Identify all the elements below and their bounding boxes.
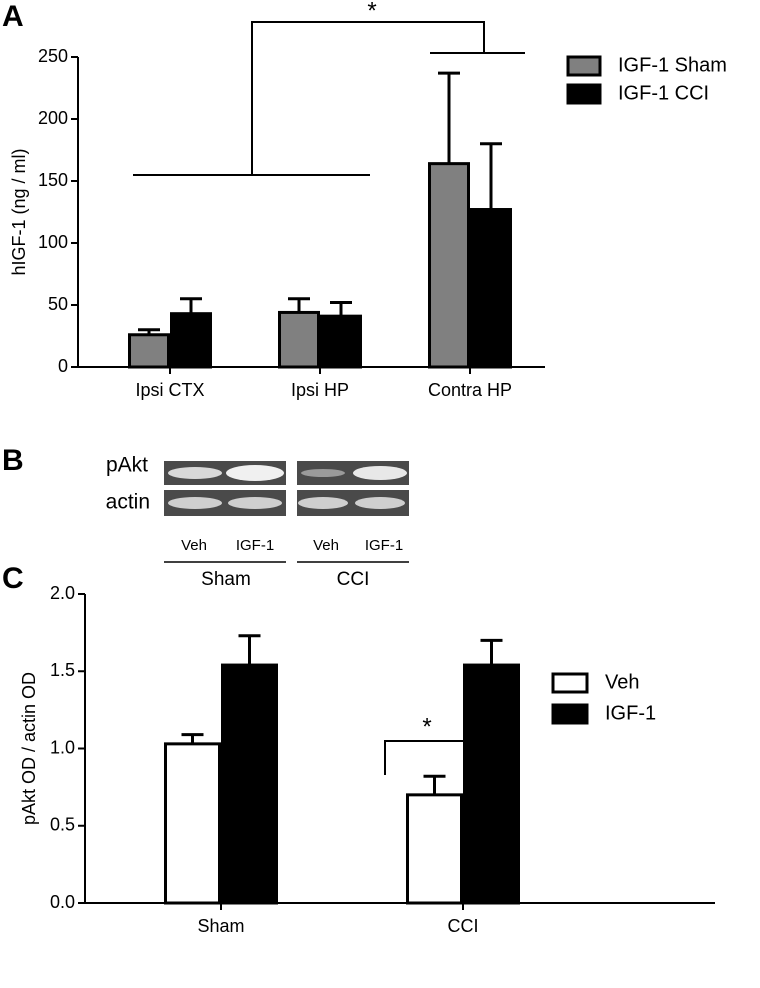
panel-label: B	[2, 444, 24, 477]
bar	[470, 208, 512, 369]
error-bar	[330, 301, 352, 317]
legend-swatch	[566, 83, 602, 105]
x-tick-label: Ipsi CTX	[135, 380, 204, 400]
y-tick-label: 50	[48, 294, 68, 314]
y-tick-label: 2.0	[50, 583, 75, 603]
bar	[463, 663, 520, 905]
legend-swatch	[551, 703, 589, 725]
y-axis-title: pAkt OD / actin OD	[19, 672, 39, 825]
lane-label: IGF-1	[236, 537, 274, 554]
x-tick-label: Contra HP	[428, 380, 512, 400]
panel-label: A	[2, 0, 24, 33]
y-tick-label: 200	[38, 108, 68, 128]
y-tick-label: 0.0	[50, 892, 75, 912]
error-bar	[180, 297, 202, 314]
x-tick-label: Ipsi HP	[291, 380, 349, 400]
y-tick-label: 100	[38, 232, 68, 252]
sig-bracket	[133, 21, 525, 176]
y-tick-label: 150	[38, 170, 68, 190]
bar	[170, 312, 212, 369]
legend-swatch	[566, 55, 602, 77]
legend-label: IGF-1	[605, 702, 656, 724]
legend-swatch	[551, 672, 589, 694]
legend-label: Veh	[605, 671, 639, 693]
group-label: CCI	[337, 569, 370, 590]
blot-row-label: actin	[106, 491, 150, 514]
blot-row-label: pAkt	[106, 454, 148, 477]
lane-label: Veh	[181, 537, 207, 554]
error-bar	[480, 142, 502, 210]
sig-bracket	[384, 740, 466, 775]
lane-label: Veh	[313, 537, 339, 554]
error-bar	[423, 774, 446, 795]
y-tick-label: 0	[58, 356, 68, 376]
bar	[128, 333, 170, 369]
y-tick-label: 250	[38, 46, 68, 66]
error-bar	[181, 733, 204, 744]
lane-label: IGF-1	[365, 537, 403, 554]
error-bar	[480, 638, 503, 666]
bar	[221, 663, 278, 905]
x-tick-label: Sham	[197, 916, 244, 936]
legend-label: IGF-1 Sham	[618, 54, 727, 76]
bar	[278, 310, 320, 369]
bar	[320, 314, 362, 369]
bar	[164, 742, 221, 905]
legend-label: IGF-1 CCI	[618, 82, 709, 104]
group-label: Sham	[201, 569, 251, 590]
annotation: *	[422, 713, 431, 740]
y-tick-label: 0.5	[50, 815, 75, 835]
panel-label: C	[2, 562, 24, 595]
blot	[164, 461, 409, 563]
y-tick-label: 1.0	[50, 737, 75, 757]
error-bar	[288, 297, 310, 313]
annotation: *	[367, 0, 376, 24]
error-bar	[438, 71, 460, 164]
bar	[428, 162, 470, 369]
error-bar	[238, 634, 261, 666]
y-tick-label: 1.5	[50, 660, 75, 680]
axis	[77, 57, 545, 368]
bar	[406, 793, 463, 905]
x-tick-label: CCI	[448, 916, 479, 936]
y-axis-title: hIGF-1 (ng / ml)	[9, 148, 29, 275]
